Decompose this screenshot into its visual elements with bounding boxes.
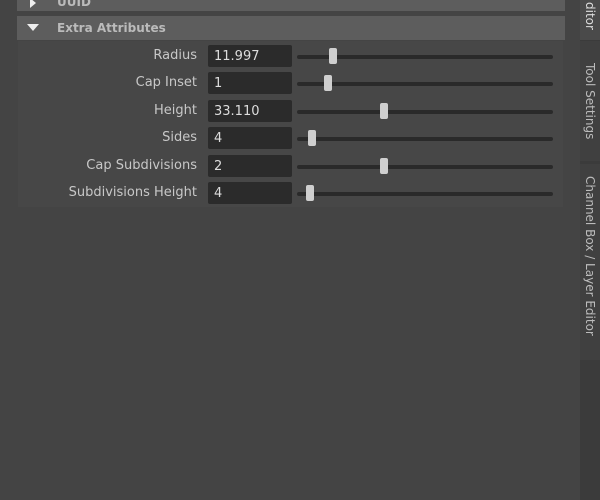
- attribute-label: Subdivisions Height: [68, 185, 197, 200]
- slider-handle[interactable]: [308, 130, 317, 147]
- attribute-value-field[interactable]: 11.997: [208, 45, 292, 67]
- slider-handle[interactable]: [328, 48, 337, 64]
- tab-tool-settings[interactable]: Tool Settings: [580, 41, 600, 161]
- attribute-slider[interactable]: [297, 75, 553, 92]
- section-title: Extra Attributes: [57, 21, 166, 35]
- attribute-slider[interactable]: [297, 102, 553, 119]
- attribute-slider[interactable]: [297, 130, 553, 147]
- attribute-value-field[interactable]: 4: [208, 127, 292, 150]
- attribute-row: Radius 11.997: [18, 45, 563, 69]
- attribute-label: Sides: [162, 130, 197, 146]
- attribute-row: Height 33.110: [18, 99, 563, 124]
- tab-attribute-editor[interactable]: ditor: [580, 0, 600, 40]
- attribute-value-field[interactable]: 1: [208, 72, 292, 95]
- attribute-label: Radius: [153, 48, 197, 63]
- slider-handle[interactable]: [380, 102, 389, 119]
- collapsed-triangle-icon: [30, 0, 36, 8]
- section-header-uuid[interactable]: UUID: [17, 0, 565, 11]
- attribute-value-field[interactable]: 33.110: [208, 99, 292, 122]
- attribute-row: Cap Inset 1: [18, 72, 563, 96]
- attribute-value-field[interactable]: 2: [208, 154, 292, 177]
- slider-handle[interactable]: [380, 157, 389, 174]
- tab-channel-box-layer-editor[interactable]: Channel Box / Layer Editor: [580, 164, 600, 360]
- extra-attributes-panel: Radius 11.997 Cap Inset 1 Height 33.110 …: [18, 41, 563, 207]
- slider-handle[interactable]: [323, 75, 332, 92]
- attribute-row: Sides 4: [18, 127, 563, 151]
- attribute-label: Height: [154, 102, 197, 118]
- attribute-row: Subdivisions Height 4: [18, 182, 563, 206]
- attribute-slider[interactable]: [297, 157, 553, 174]
- attribute-value-field[interactable]: 4: [208, 182, 292, 204]
- attribute-label: Cap Inset: [135, 75, 197, 91]
- expanded-triangle-icon: [27, 24, 39, 31]
- attribute-slider[interactable]: [297, 185, 553, 201]
- attribute-label: Cap Subdivisions: [86, 157, 197, 173]
- side-tab-strip: ditor Tool Settings Channel Box / Layer …: [580, 0, 600, 500]
- attribute-slider[interactable]: [297, 48, 553, 64]
- section-header-extra-attributes[interactable]: Extra Attributes: [17, 16, 565, 40]
- slider-handle[interactable]: [305, 185, 314, 201]
- section-title: UUID: [57, 0, 91, 9]
- attribute-row: Cap Subdivisions 2: [18, 154, 563, 179]
